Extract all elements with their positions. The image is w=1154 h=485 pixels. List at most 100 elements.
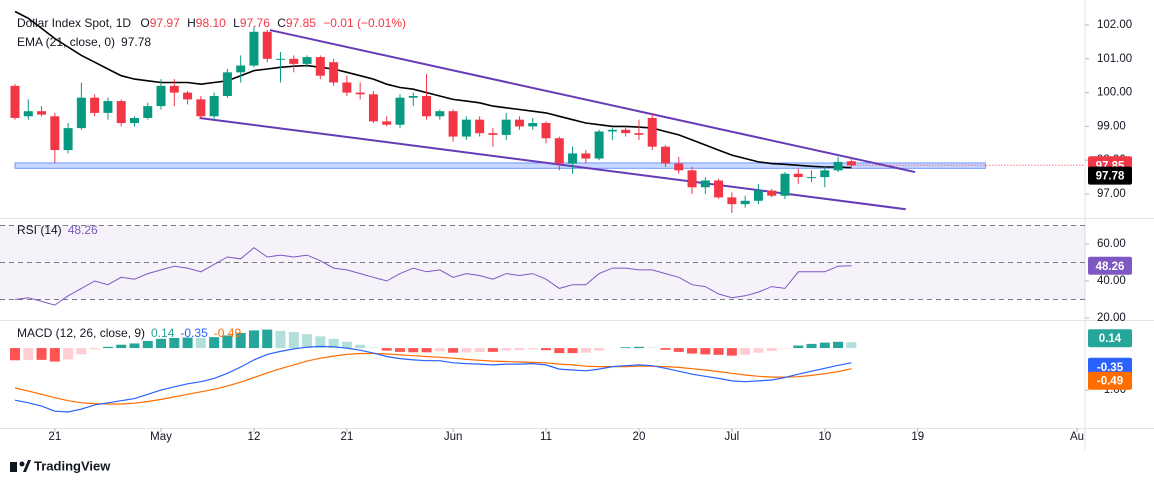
change: −0.01 (−0.01%) [323,16,406,30]
candle-body [581,153,591,159]
candle-body [501,119,511,135]
histogram-bar [341,341,352,349]
histogram-bar [381,348,392,351]
histogram-bar [10,348,21,361]
candle-body [342,82,352,93]
candle-body [621,129,631,134]
candle-body [634,133,644,135]
ohlc-value: 97.76 [240,16,270,30]
price-tag [1088,371,1132,390]
histogram-bar [102,346,113,349]
x-tick-label: Jul [725,431,740,443]
ohlc-key: H [187,16,196,30]
y-tick-label: 60.00 [1097,238,1126,250]
histogram-bar [713,348,724,355]
rsi-legend: RSI (14) 48.26 [17,223,98,237]
histogram-bar [142,340,153,349]
histogram-bar [726,348,737,356]
ema-value: 97.78 [121,35,151,49]
candle-body [594,131,604,159]
histogram-bar [328,338,339,349]
price-tag-label: -0.35 [1097,362,1124,374]
y-tick-label: 101.00 [1097,53,1132,65]
candle-body [408,95,418,98]
candle-body [514,119,524,127]
histogram-bar [527,348,538,350]
ohlc-value: 97.85 [286,16,316,30]
candle-body [209,95,219,117]
ema-name: EMA (21, close, 0) [17,35,115,49]
candle-body [753,190,763,201]
candle-body [448,111,458,137]
candle-body [793,173,803,178]
histogram-bar [673,348,684,352]
x-tick-label: 11 [540,431,552,443]
candle-body [249,31,259,66]
histogram-bar [434,348,445,352]
histogram-bar [514,348,525,351]
overlay: Dollar Index Spot, 1D O97.97 H98.10 L97.… [10,16,1132,473]
price-tag-label: 0.14 [1099,333,1122,345]
candle-body [222,72,232,96]
price-tag-label: 97.78 [1096,171,1125,183]
histogram-bar [501,348,512,351]
candle-body [129,117,139,124]
histogram-bar [195,337,206,349]
candle-body [315,57,325,76]
ohlc-key: O [140,16,149,30]
histogram-bar [248,330,259,349]
histogram-bar [806,343,817,349]
y-tick-label: 102.00 [1097,19,1132,31]
candle-body [528,123,538,127]
histogram-bar [660,348,671,350]
histogram-bar [262,329,273,349]
candle-body [368,94,378,122]
histogram-bar [76,348,87,355]
candle-body [807,177,817,179]
histogram-bar [487,348,498,352]
histogram-bar [89,348,100,350]
x-tick-label: 21 [48,431,61,443]
histogram-bar [846,342,857,349]
histogram-bar [288,332,299,349]
histogram-bar [209,337,220,349]
candle-body [169,85,179,93]
candle-body [196,99,206,117]
histogram-bar [541,348,552,351]
logo-mark [19,461,25,467]
histogram-bar [302,334,313,349]
ohlc-value: 98.10 [196,16,226,30]
ohlc-key: C [277,16,286,30]
candle-body [289,58,299,64]
histogram-bar [156,338,167,349]
candle-body [276,58,286,60]
candle-body [435,111,445,117]
signal-value: -0.49 [214,326,242,340]
macd-name: MACD (12, 26, close, 9) [17,326,145,340]
candle-body [395,97,405,125]
histogram-bar [554,348,565,354]
candle-body [23,111,33,117]
candle-body [461,119,471,137]
macd-value: -0.35 [180,326,208,340]
histogram-bar [49,348,60,362]
logo-mark [10,462,17,472]
histogram-bar [408,348,419,353]
candle-body [554,138,564,164]
trendline [269,29,916,174]
candle-body [846,161,856,166]
candle-body [767,190,777,196]
candle-body [422,95,432,117]
ohlc-value: 97.97 [150,16,180,30]
candle-body [674,163,684,171]
histogram-bar [421,348,432,353]
candle-body [329,62,339,83]
support-zone [14,162,986,169]
histogram-bar [753,348,764,353]
candle-body [740,200,750,205]
histogram-bar [740,348,751,355]
candle-body [236,65,246,73]
price-tag-label: -0.49 [1097,376,1123,388]
